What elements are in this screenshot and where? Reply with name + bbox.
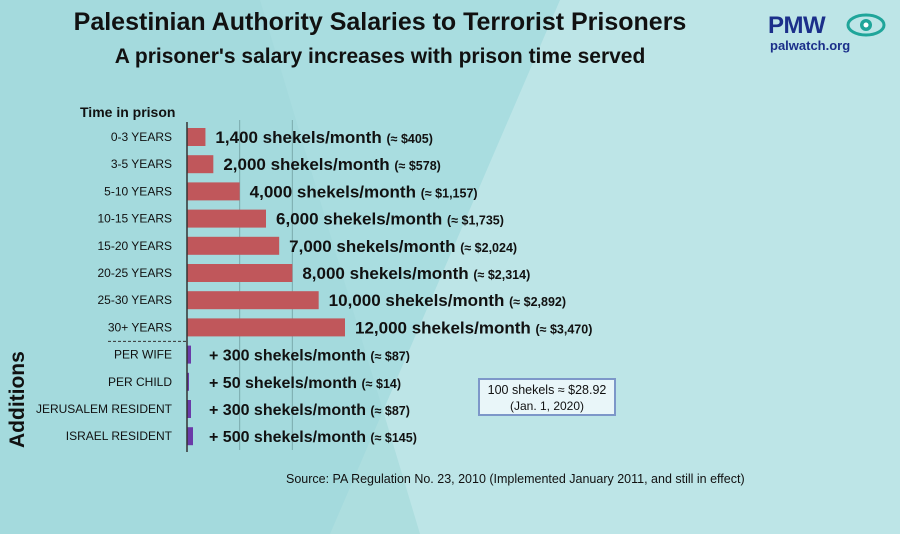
addition-bar [187,427,193,446]
salary-bar [187,182,240,201]
conversion-box: 100 shekels ≈ $28.92 (Jan. 1, 2020) [478,378,616,416]
data-label: 4,000 shekels/month (≈ $1,157) [250,182,478,201]
category-label: 10-15 YEARS [98,212,173,226]
usd-label: (≈ $405) [386,132,432,146]
eye-icon [846,13,886,37]
salary-bar [187,264,293,282]
source-note: Source: PA Regulation No. 23, 2010 (Impl… [286,472,745,486]
usd-label: (≈ $2,892) [509,295,566,309]
category-label: 25-30 YEARS [98,293,173,307]
category-label: 20-25 YEARS [98,266,173,280]
addition-bar [187,345,191,364]
category-label: 5-10 YEARS [104,184,172,198]
category-header: Time in prison [80,104,176,120]
category-label: JERUSALEM RESIDENT [36,402,173,416]
salary-bar [187,155,214,174]
pmw-logo[interactable]: PMW palwatch.org [764,10,888,56]
usd-label: (≈ $145) [370,431,416,445]
data-label: + 300 shekels/month (≈ $87) [209,348,410,365]
salary-bar [187,318,345,337]
data-label: 6,000 shekels/month (≈ $1,735) [276,210,504,229]
usd-label: (≈ $87) [370,404,410,418]
data-label: 8,000 shekels/month (≈ $2,314) [302,264,530,283]
data-label: 2,000 shekels/month (≈ $578) [223,155,440,174]
chart-subtitle: A prisoner's salary increases with priso… [114,45,646,68]
addition-bar [187,400,191,418]
category-label: 30+ YEARS [108,320,172,334]
category-label: 15-20 YEARS [98,239,173,253]
usd-label: (≈ $1,735) [447,214,504,228]
usd-label: (≈ $2,024) [460,241,517,255]
usd-label: (≈ $578) [394,159,440,173]
salary-bar [187,291,319,310]
data-label: + 500 shekels/month (≈ $145) [209,429,417,446]
logo-sub-text: palwatch.org [770,38,851,53]
category-label: 0-3 YEARS [111,130,172,144]
usd-label: (≈ $3,470) [535,322,592,336]
conversion-rate: 100 shekels ≈ $28.92 [487,383,607,397]
data-label: 7,000 shekels/month (≈ $2,024) [289,237,517,256]
data-label: 12,000 shekels/month (≈ $3,470) [355,318,592,337]
category-label: PER CHILD [108,375,172,389]
data-label: 1,400 shekels/month (≈ $405) [215,128,433,147]
data-label: + 300 shekels/month (≈ $87) [209,402,410,419]
category-label: 3-5 YEARS [111,157,172,171]
usd-label: (≈ $87) [370,350,410,364]
category-label: ISRAEL RESIDENT [66,429,173,443]
data-label: + 50 shekels/month (≈ $14) [209,375,401,392]
salary-bar [187,236,280,255]
category-label: PER WIFE [114,348,172,362]
salary-bar [187,128,206,146]
conversion-date: (Jan. 1, 2020) [509,399,585,413]
data-label: 10,000 shekels/month (≈ $2,892) [329,291,566,310]
salary-bar [187,209,266,228]
logo-main-text: PMW [768,12,826,39]
usd-label: (≈ $2,314) [473,268,530,282]
usd-label: (≈ $14) [362,377,402,391]
chart-title: Palestinian Authority Salaries to Terror… [73,8,687,36]
usd-label: (≈ $1,157) [421,186,478,200]
addition-bar [187,372,189,391]
